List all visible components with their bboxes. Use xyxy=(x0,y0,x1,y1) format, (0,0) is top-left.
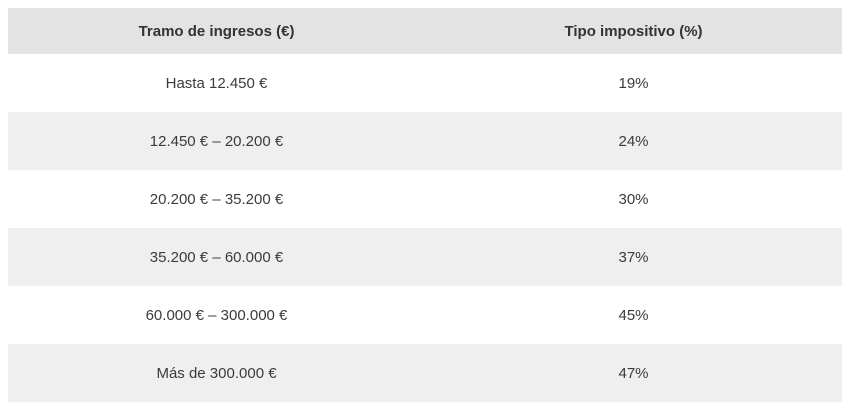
column-header-tax-rate: Tipo impositivo (%) xyxy=(425,8,842,54)
income-tax-brackets-table: Tramo de ingresos (€) Tipo impositivo (%… xyxy=(8,8,842,402)
tax-rate-cell: 24% xyxy=(618,132,649,150)
table-header: Tramo de ingresos (€) Tipo impositivo (%… xyxy=(8,8,842,54)
income-bracket-cell: 35.200 € – 60.000 € xyxy=(149,248,284,266)
table-row: 35.200 € – 60.000 € 37% xyxy=(8,228,842,286)
income-bracket-cell: Hasta 12.450 € xyxy=(165,74,268,92)
income-bracket-cell: 20.200 € – 35.200 € xyxy=(149,190,284,208)
header-row: Tramo de ingresos (€) Tipo impositivo (%… xyxy=(8,8,842,54)
tax-rate-cell: 47% xyxy=(618,364,649,382)
income-bracket-cell: 12.450 € – 20.200 € xyxy=(149,132,284,150)
table-row: Más de 300.000 € 47% xyxy=(8,344,842,402)
table-body: Hasta 12.450 € 19% 12.450 € – 20.200 € 2… xyxy=(8,54,842,402)
tax-rate-cell: 45% xyxy=(618,306,649,324)
tax-rate-cell: 37% xyxy=(618,248,649,266)
column-header-income-bracket: Tramo de ingresos (€) xyxy=(8,8,425,54)
table-row: 60.000 € – 300.000 € 45% xyxy=(8,286,842,344)
income-bracket-cell: Más de 300.000 € xyxy=(156,364,277,382)
tax-rate-cell: 19% xyxy=(618,74,649,92)
table-row: 20.200 € – 35.200 € 30% xyxy=(8,170,842,228)
table-row: 12.450 € – 20.200 € 24% xyxy=(8,112,842,170)
table-row: Hasta 12.450 € 19% xyxy=(8,54,842,112)
tax-rate-cell: 30% xyxy=(618,190,649,208)
income-bracket-cell: 60.000 € – 300.000 € xyxy=(145,306,288,324)
